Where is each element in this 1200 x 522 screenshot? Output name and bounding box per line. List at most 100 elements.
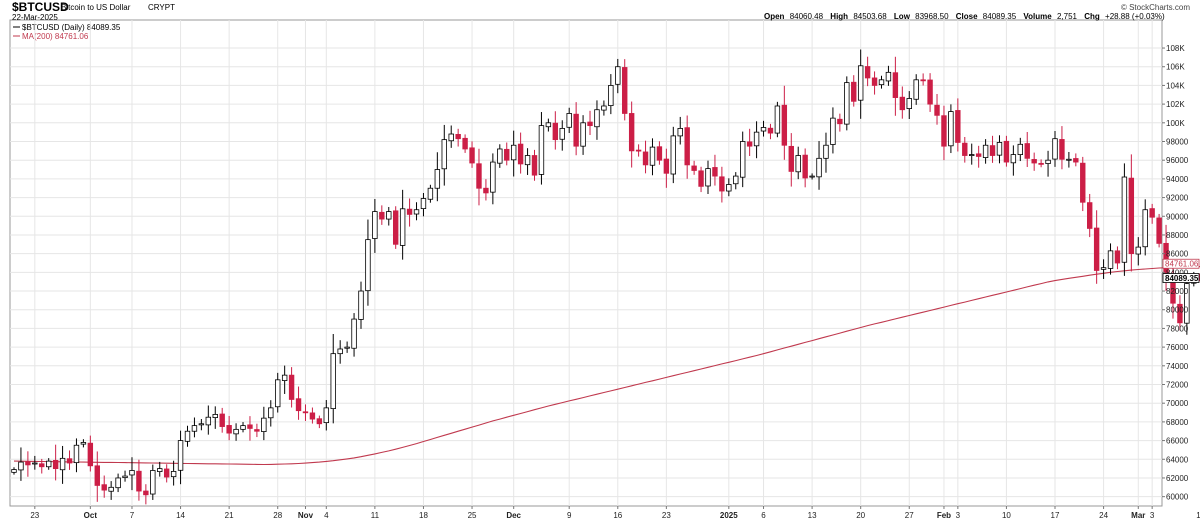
candle-up (1184, 283, 1190, 324)
candle-up (11, 469, 17, 473)
candle-up (1066, 158, 1072, 161)
ma-layer (13, 266, 1200, 466)
ma-last-label: 84761.06 (1165, 260, 1199, 269)
x-tick-label: 14 (176, 511, 185, 520)
candle-up (115, 477, 121, 489)
candle-down (462, 137, 468, 150)
candle-up (150, 470, 156, 495)
candle-up (823, 144, 829, 159)
candle-down (663, 158, 670, 174)
candle-up (18, 461, 24, 471)
y-tick-label: 62000 (1166, 474, 1189, 483)
plot-frame (9, 19, 1163, 507)
symbol-exchange: CRYPT (148, 3, 175, 12)
close-value: 84089.35 (983, 12, 1017, 21)
candle-up (281, 374, 288, 381)
x-tick-label: 6 (761, 511, 766, 520)
x-tick-label: 21 (225, 511, 234, 520)
chg-value: +28.88 (+0.03%) (1105, 12, 1165, 21)
candle-down (975, 153, 982, 157)
candle-down (1031, 159, 1037, 164)
candle-down (163, 468, 170, 478)
candle-up (1052, 138, 1058, 160)
candle-down (302, 411, 309, 414)
candle-down (288, 374, 295, 400)
x-tick-label: Mar (1131, 511, 1145, 520)
candle-up (913, 79, 919, 100)
candle-up (559, 128, 565, 140)
candle-up (677, 128, 683, 137)
y-tick-label: 82000 (1166, 287, 1189, 296)
x-tick-label: 18 (419, 511, 428, 520)
candle-down (719, 176, 725, 192)
candle-down (989, 145, 996, 156)
candle-up (434, 169, 441, 189)
x-tick-label: 16 (613, 511, 622, 520)
candle-down (656, 146, 663, 161)
candle-up (441, 139, 447, 170)
candle-up (878, 79, 885, 86)
svg-text:Open 84060.48 High: Open 84060.48 High 84503.68 Low 83968.50… (764, 12, 1165, 21)
candle-down (955, 110, 961, 143)
candle-up (753, 131, 760, 147)
candle-down (469, 147, 475, 164)
candle-up (32, 462, 38, 465)
candle-down (483, 187, 489, 194)
y-tick-label: 76000 (1166, 343, 1189, 352)
candle-down (628, 113, 635, 152)
candle-up (240, 425, 246, 430)
last-value-labels: 84761.06 84089.35 (1162, 258, 1200, 283)
candle-down (136, 470, 142, 492)
candle-up (1142, 209, 1148, 248)
y-tick-label: 104K (1166, 81, 1185, 90)
candle-up (615, 66, 621, 85)
candle-down (864, 66, 871, 79)
y-tick-label: 108K (1166, 44, 1185, 53)
close-last-box (1162, 273, 1200, 283)
candle-down (746, 141, 753, 147)
y-tick-label: 72000 (1166, 381, 1189, 390)
y-tick-label: 106K (1166, 63, 1185, 72)
candle-down (892, 72, 899, 98)
legend-ma-label: MA(200) 84761.06 (22, 32, 89, 41)
candle-up (580, 122, 586, 147)
x-tick-label: 3 (1150, 511, 1155, 520)
candle-up (760, 127, 767, 132)
candle-down (316, 418, 323, 425)
y-tick-label: 66000 (1166, 437, 1189, 446)
candle-down (247, 424, 253, 429)
candle-down (851, 81, 857, 102)
candle-up (337, 348, 343, 355)
candle-up (1045, 159, 1051, 164)
candle-up (996, 142, 1003, 156)
candle-up (885, 71, 892, 82)
candle-up (191, 425, 198, 432)
x-tick-label: 24 (1099, 511, 1108, 520)
candle-up (1017, 143, 1023, 155)
candle-down (309, 412, 316, 420)
candle-up (490, 161, 496, 193)
candle-down (1149, 208, 1155, 218)
candle-down (767, 127, 774, 134)
candle-down (295, 398, 302, 412)
y-tick-label: 86000 (1166, 250, 1189, 259)
x-tick-label: 10 (1196, 511, 1200, 520)
candle-down (871, 77, 878, 86)
y-tick-label: 78000 (1166, 324, 1189, 333)
candle-down (219, 413, 225, 427)
candle-up (948, 111, 954, 147)
x-tick-label: 25 (468, 511, 477, 520)
candle-up (649, 146, 656, 166)
x-axis: 23 Oct 7 14 21 28 Nov 4 11 18 25 Dec 9 16 23 2025 6 13 20 2… (30, 506, 1200, 520)
y-tick-label: 70000 (1166, 399, 1189, 408)
candle-up (1135, 246, 1141, 255)
candle-down (504, 148, 510, 161)
candle-down (934, 104, 940, 116)
candle-down (379, 211, 385, 220)
candle-down (254, 429, 260, 432)
candle-up (170, 471, 177, 478)
y-tick-label: 96000 (1166, 156, 1189, 165)
candle-down (87, 442, 94, 467)
candle-down (587, 121, 593, 127)
low-value: 83968.50 (915, 12, 949, 21)
